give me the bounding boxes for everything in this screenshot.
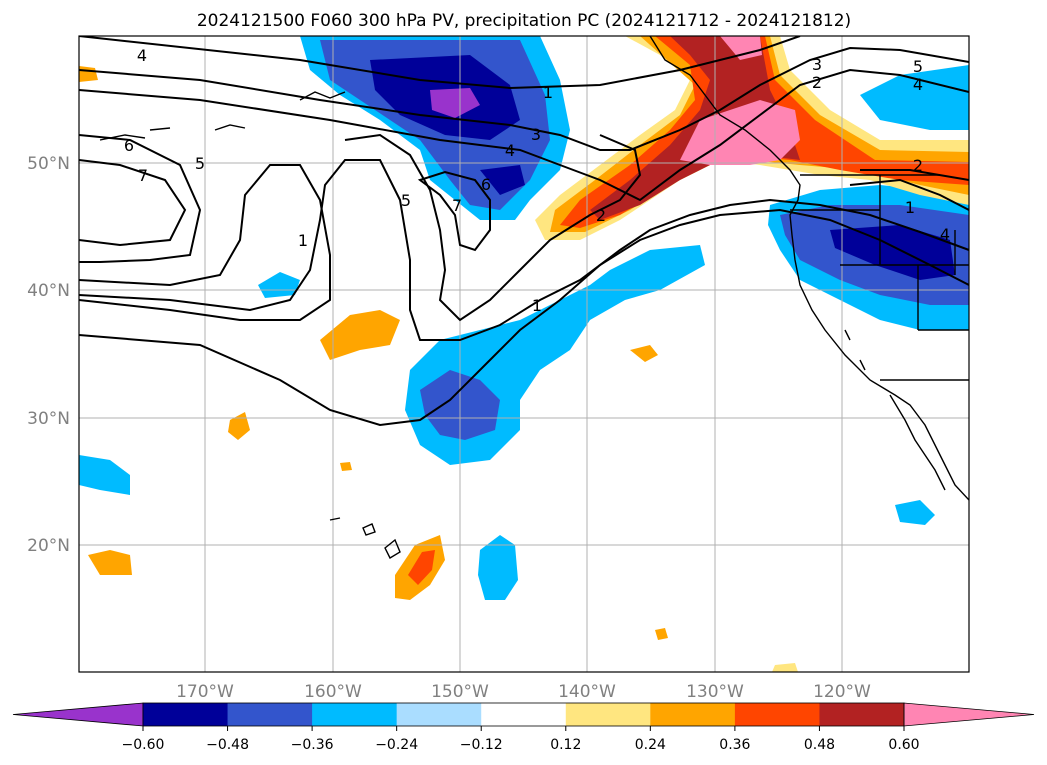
colorbar-extend-low (12, 702, 144, 727)
colorbar-tick-label: 0.60 (888, 737, 919, 753)
lon-label: 160°W (304, 682, 362, 702)
colorbar-segment (565, 703, 651, 726)
contour-label: 5 (913, 57, 923, 76)
colorbar-segment (143, 703, 229, 726)
contour-label: 1 (905, 198, 915, 217)
contour-label: 5 (401, 191, 411, 210)
colorbar-segment (481, 703, 567, 726)
contour-label: 4 (137, 46, 147, 65)
colorbar-segment (227, 703, 313, 726)
contour-label: 7 (452, 196, 462, 215)
contour-labels: 4 6 7 5 1 5 7 6 4 3 1 2 1 3 2 5 4 2 1 4 (124, 46, 950, 315)
contour-label: 2 (913, 156, 923, 175)
pv-contours (79, 36, 969, 427)
contour-label: 6 (481, 175, 491, 194)
lon-label: 170°W (176, 682, 234, 702)
colorbar-segment (312, 703, 398, 726)
contour-label: 4 (913, 75, 923, 94)
contour-label: 2 (596, 206, 606, 225)
longitude-labels: 170°W 160°W 150°W 140°W 130°W 120°W (176, 682, 871, 702)
contour-label: 6 (124, 136, 134, 155)
contour-label: 1 (543, 83, 553, 102)
lon-label: 120°W (813, 682, 871, 702)
colorbar-segment (734, 703, 820, 726)
colorbar-segment (819, 703, 905, 726)
colorbar-segment (650, 703, 736, 726)
contour-label: 1 (298, 231, 308, 250)
colorbar-outline (142, 702, 905, 727)
colorbar-extend-high (903, 702, 1035, 727)
contour-label: 2 (812, 73, 822, 92)
colorbar-tick-label: −0.24 (375, 737, 418, 753)
contour-label: 5 (195, 154, 205, 173)
map-frame (78, 35, 970, 673)
gridlines (79, 36, 969, 672)
contour-label: 4 (505, 141, 515, 160)
contour-label: 4 (940, 225, 950, 244)
lon-label: 130°W (686, 682, 744, 702)
coastlines (99, 36, 969, 559)
contour-label: 7 (138, 166, 148, 185)
lat-label: 40°N (27, 281, 70, 301)
map-area (79, 36, 969, 672)
contour-label: 3 (531, 125, 541, 144)
colorbar-tick-label: −0.60 (122, 737, 165, 753)
precipitation-shading (79, 36, 969, 672)
colorbar-tick-label: 0.24 (635, 737, 666, 753)
contour-label: 3 (812, 55, 822, 74)
chart-title: 2024121500 F060 300 hPa PV, precipitatio… (197, 11, 851, 31)
colorbar-tick-label: 0.48 (804, 737, 835, 753)
colorbar-tick-label: 0.12 (550, 737, 581, 753)
colorbar (12, 702, 1035, 727)
lat-label: 50°N (27, 154, 70, 174)
contour-label: 1 (532, 296, 542, 315)
colorbar-tick-label: −0.12 (460, 737, 503, 753)
latitude-labels: 50°N 40°N 30°N 20°N (27, 154, 70, 556)
colorbar-tick-label: −0.48 (206, 737, 249, 753)
colorbar-tick-label: −0.36 (291, 737, 334, 753)
colorbar-segment (396, 703, 482, 726)
lat-label: 20°N (27, 536, 70, 556)
lon-label: 140°W (558, 682, 616, 702)
colorbar-ticks: −0.60 −0.48 −0.36 −0.24 −0.12 0.12 0.24 0.36 0.4… (122, 726, 920, 753)
colorbar-tick-label: 0.36 (719, 737, 750, 753)
lat-label: 30°N (27, 409, 70, 429)
lon-label: 150°W (431, 682, 489, 702)
